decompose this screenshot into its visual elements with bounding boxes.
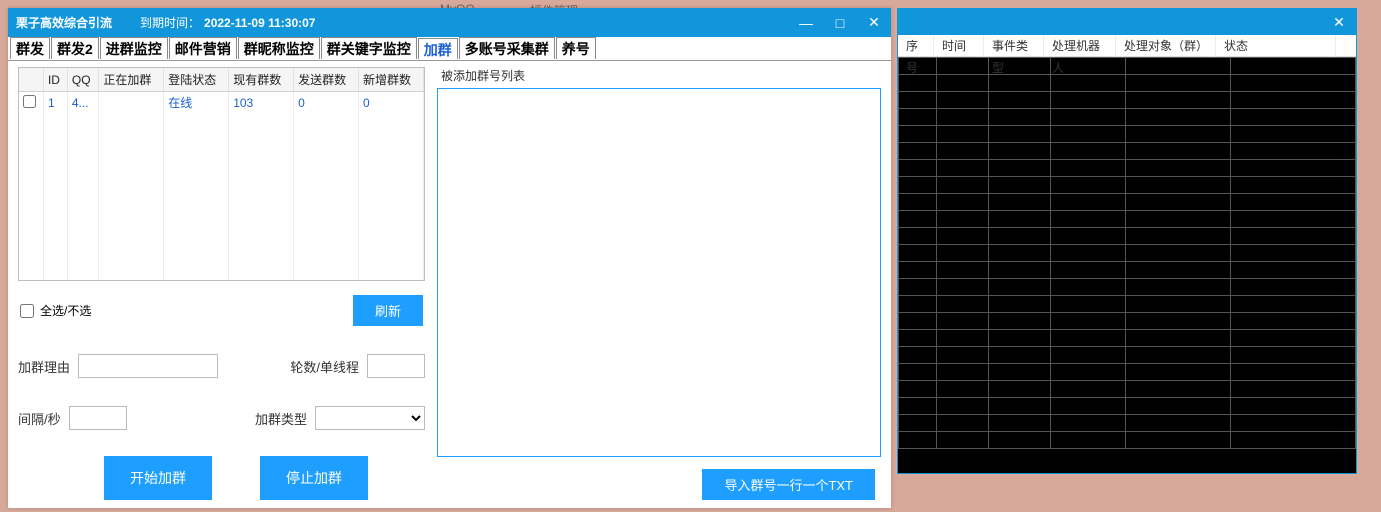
expire-value: 2022-11-09 11:30:07 <box>204 16 315 30</box>
minimize-button[interactable]: — <box>789 8 823 37</box>
log-titlebar[interactable]: ✕ <box>898 9 1356 35</box>
log-col-4: 处理对象（群） <box>1116 35 1216 57</box>
type-select[interactable] <box>315 406 425 430</box>
select-all-label: 全选/不选 <box>40 302 91 319</box>
log-col-1: 时间 <box>934 35 984 57</box>
log-close-button[interactable]: ✕ <box>1322 9 1356 35</box>
tab-6[interactable]: 加群 <box>418 38 458 60</box>
tab-2[interactable]: 进群监控 <box>100 37 168 59</box>
log-col-0: 序号 <box>898 35 934 57</box>
tab-bar: 群发群发2进群监控邮件营销群昵称监控群关键字监控加群多账号采集群养号 <box>8 37 891 61</box>
titlebar[interactable]: 栗子高效综合引流 到期时间： 2022-11-09 11:30:07 — □ ✕ <box>8 8 891 37</box>
row-checkbox[interactable] <box>23 95 36 108</box>
refresh-button[interactable]: 刷新 <box>353 295 423 326</box>
interval-input[interactable] <box>69 406 127 430</box>
log-grid[interactable] <box>898 57 1356 473</box>
right-pane: 被添加群号列表 导入群号一行一个TXT <box>433 61 891 508</box>
log-header: 序号时间事件类型处理机器人处理对象（群）状态 <box>898 35 1356 57</box>
log-col-2: 事件类型 <box>984 35 1044 57</box>
import-button[interactable]: 导入群号一行一个TXT <box>702 469 875 500</box>
tab-3[interactable]: 邮件营销 <box>169 37 237 59</box>
stop-button[interactable]: 停止加群 <box>260 456 368 500</box>
window-buttons: — □ ✕ <box>789 8 891 37</box>
type-label: 加群类型 <box>255 409 307 428</box>
tab-1[interactable]: 群发2 <box>51 37 99 59</box>
maximize-button[interactable]: □ <box>823 8 857 37</box>
group-list-label: 被添加群号列表 <box>441 67 881 84</box>
start-button[interactable]: 开始加群 <box>104 456 212 500</box>
left-pane: IDQQ正在加群登陆状态现有群数发送群数新增群数14...在线10300 全选/… <box>8 61 433 508</box>
log-col-3: 处理机器人 <box>1044 35 1116 57</box>
select-all-checkbox[interactable]: 全选/不选 <box>20 302 91 319</box>
rounds-label: 轮数/单线程 <box>290 357 359 376</box>
app-title: 栗子高效综合引流 <box>16 14 112 31</box>
group-list-textarea[interactable] <box>437 88 881 457</box>
reason-input[interactable] <box>78 354 218 378</box>
select-all-input[interactable] <box>20 304 34 318</box>
interval-label: 间隔/秒 <box>18 409 61 428</box>
tab-4[interactable]: 群昵称监控 <box>238 37 320 59</box>
expire-label: 到期时间： <box>140 14 200 31</box>
tab-0[interactable]: 群发 <box>10 37 50 59</box>
log-col-5: 状态 <box>1216 35 1336 57</box>
tab-8[interactable]: 养号 <box>556 37 596 59</box>
rounds-input[interactable] <box>367 354 425 378</box>
account-grid[interactable]: IDQQ正在加群登陆状态现有群数发送群数新增群数14...在线10300 <box>18 67 425 281</box>
reason-label: 加群理由 <box>18 357 70 376</box>
log-window: ✕ 序号时间事件类型处理机器人处理对象（群）状态 <box>897 8 1357 474</box>
tab-5[interactable]: 群关键字监控 <box>321 37 417 59</box>
close-button[interactable]: ✕ <box>857 8 891 37</box>
main-window: 栗子高效综合引流 到期时间： 2022-11-09 11:30:07 — □ ✕… <box>8 8 891 508</box>
tab-7[interactable]: 多账号采集群 <box>459 37 555 59</box>
